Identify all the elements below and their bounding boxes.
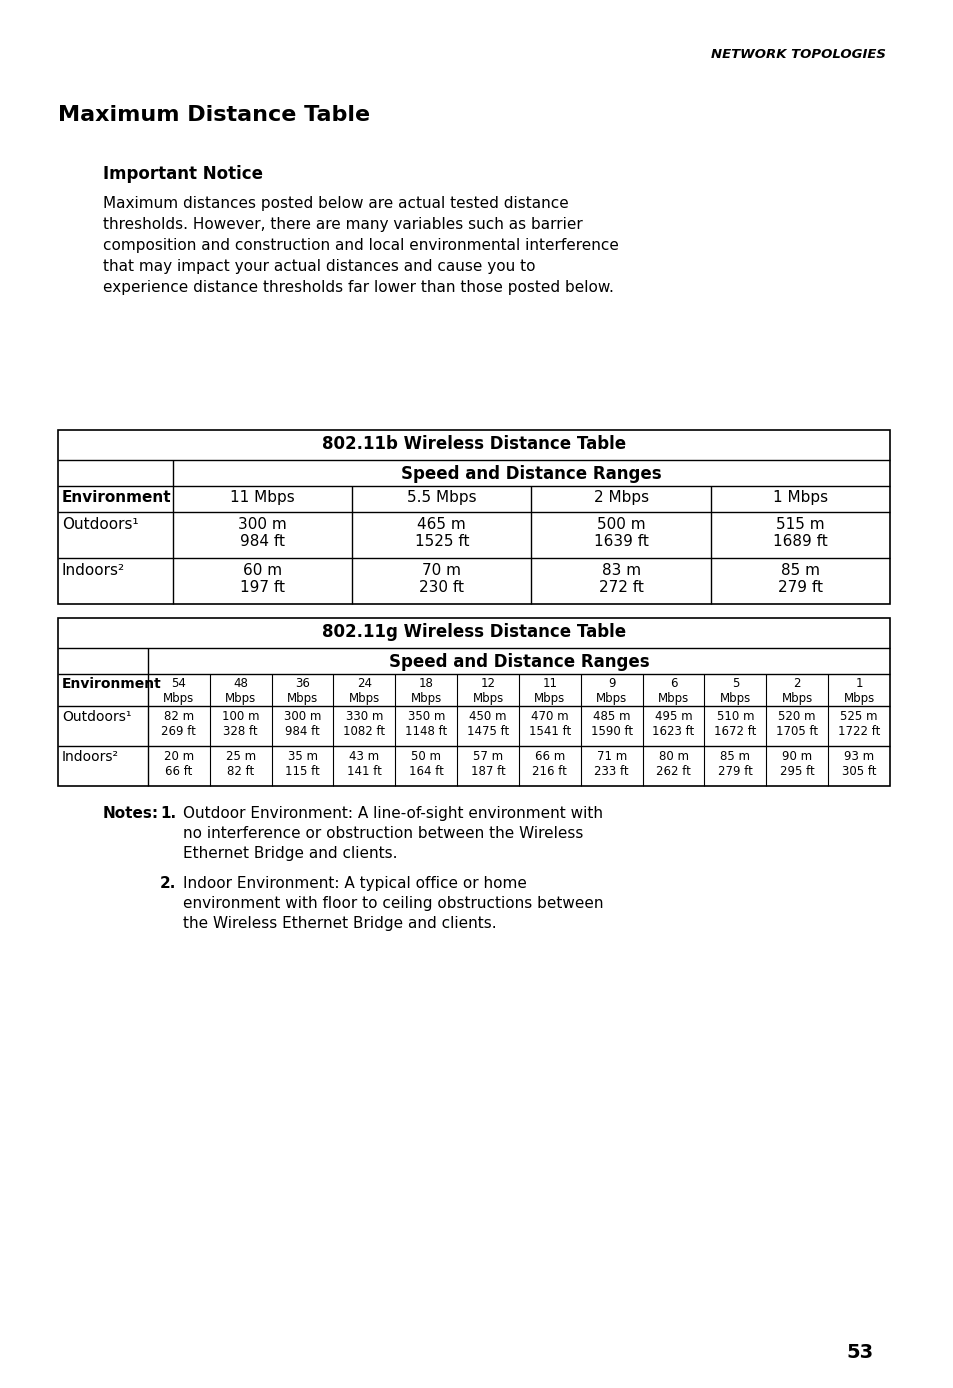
Text: 83 m
272 ft: 83 m 272 ft <box>598 564 643 595</box>
Text: 510 m
1672 ft: 510 m 1672 ft <box>714 711 756 738</box>
Text: 485 m
1590 ft: 485 m 1590 ft <box>590 711 632 738</box>
Text: 330 m
1082 ft: 330 m 1082 ft <box>343 711 385 738</box>
Text: 25 m
82 ft: 25 m 82 ft <box>226 750 255 779</box>
Text: 12
Mbps: 12 Mbps <box>472 677 503 705</box>
Text: 515 m
1689 ft: 515 m 1689 ft <box>772 516 827 550</box>
Text: 85 m
279 ft: 85 m 279 ft <box>718 750 752 779</box>
Text: 85 m
279 ft: 85 m 279 ft <box>777 564 822 595</box>
Text: 70 m
230 ft: 70 m 230 ft <box>419 564 464 595</box>
Text: 802.11b Wireless Distance Table: 802.11b Wireless Distance Table <box>321 434 625 452</box>
Text: Outdoors¹: Outdoors¹ <box>62 711 132 725</box>
Text: 18
Mbps: 18 Mbps <box>410 677 441 705</box>
Text: 11
Mbps: 11 Mbps <box>534 677 565 705</box>
Text: 500 m
1639 ft: 500 m 1639 ft <box>593 516 648 550</box>
Text: 43 m
141 ft: 43 m 141 ft <box>347 750 381 779</box>
Text: 66 m
216 ft: 66 m 216 ft <box>532 750 567 779</box>
Text: Ethernet Bridge and clients.: Ethernet Bridge and clients. <box>183 847 397 861</box>
Text: no interference or obstruction between the Wireless: no interference or obstruction between t… <box>183 826 583 841</box>
Text: Outdoors¹: Outdoors¹ <box>62 516 138 532</box>
Text: 100 m
328 ft: 100 m 328 ft <box>222 711 259 738</box>
Bar <box>58 618 889 786</box>
Text: Maximum Distance Table: Maximum Distance Table <box>58 105 370 125</box>
Text: Notes:: Notes: <box>103 806 159 820</box>
Text: 71 m
233 ft: 71 m 233 ft <box>594 750 628 779</box>
Text: 300 m
984 ft: 300 m 984 ft <box>238 516 287 550</box>
Text: 2.: 2. <box>160 876 176 891</box>
Text: 300 m
984 ft: 300 m 984 ft <box>284 711 321 738</box>
Text: 1 Mbps: 1 Mbps <box>772 490 827 505</box>
Text: Indoor Environment: A typical office or home: Indoor Environment: A typical office or … <box>183 876 526 891</box>
Text: NETWORK TOPOLOGIES: NETWORK TOPOLOGIES <box>710 49 885 61</box>
Text: 2 Mbps: 2 Mbps <box>593 490 648 505</box>
Text: 5.5 Mbps: 5.5 Mbps <box>407 490 476 505</box>
Text: Environment: Environment <box>62 677 162 691</box>
Text: 48
Mbps: 48 Mbps <box>225 677 256 705</box>
Text: 520 m
1705 ft: 520 m 1705 ft <box>776 711 818 738</box>
Text: 9
Mbps: 9 Mbps <box>596 677 627 705</box>
Text: Indoors²: Indoors² <box>62 750 119 763</box>
Text: 60 m
197 ft: 60 m 197 ft <box>240 564 285 595</box>
Text: 465 m
1525 ft: 465 m 1525 ft <box>415 516 469 550</box>
Text: 90 m
295 ft: 90 m 295 ft <box>779 750 814 779</box>
Bar <box>58 430 889 604</box>
Text: 50 m
164 ft: 50 m 164 ft <box>409 750 443 779</box>
Text: 450 m
1475 ft: 450 m 1475 ft <box>466 711 509 738</box>
Text: 57 m
187 ft: 57 m 187 ft <box>470 750 505 779</box>
Text: Maximum distances posted below are actual tested distance: Maximum distances posted below are actua… <box>103 196 568 211</box>
Text: thresholds. However, there are many variables such as barrier: thresholds. However, there are many vari… <box>103 217 582 232</box>
Text: 1
Mbps: 1 Mbps <box>842 677 874 705</box>
Text: 470 m
1541 ft: 470 m 1541 ft <box>528 711 571 738</box>
Text: 5
Mbps: 5 Mbps <box>719 677 750 705</box>
Text: composition and construction and local environmental interference: composition and construction and local e… <box>103 237 618 253</box>
Text: 802.11g Wireless Distance Table: 802.11g Wireless Distance Table <box>321 623 625 641</box>
Text: 24
Mbps: 24 Mbps <box>349 677 379 705</box>
Text: 2
Mbps: 2 Mbps <box>781 677 812 705</box>
Text: 11 Mbps: 11 Mbps <box>230 490 294 505</box>
Text: environment with floor to ceiling obstructions between: environment with floor to ceiling obstru… <box>183 897 603 911</box>
Text: 54
Mbps: 54 Mbps <box>163 677 194 705</box>
Text: Speed and Distance Ranges: Speed and Distance Ranges <box>401 465 661 483</box>
Text: 20 m
66 ft: 20 m 66 ft <box>164 750 193 779</box>
Text: Speed and Distance Ranges: Speed and Distance Ranges <box>388 652 649 670</box>
Text: 82 m
269 ft: 82 m 269 ft <box>161 711 196 738</box>
Text: 93 m
305 ft: 93 m 305 ft <box>841 750 876 779</box>
Text: 1.: 1. <box>160 806 176 820</box>
Text: that may impact your actual distances and cause you to: that may impact your actual distances an… <box>103 260 535 273</box>
Text: Environment: Environment <box>62 490 172 505</box>
Text: 36
Mbps: 36 Mbps <box>287 677 318 705</box>
Text: the Wireless Ethernet Bridge and clients.: the Wireless Ethernet Bridge and clients… <box>183 916 497 931</box>
Text: Indoors²: Indoors² <box>62 564 125 577</box>
Text: 35 m
115 ft: 35 m 115 ft <box>285 750 319 779</box>
Text: 495 m
1623 ft: 495 m 1623 ft <box>652 711 694 738</box>
Text: 53: 53 <box>845 1344 873 1362</box>
Text: 6
Mbps: 6 Mbps <box>658 677 688 705</box>
Text: Outdoor Environment: A line-of-sight environment with: Outdoor Environment: A line-of-sight env… <box>183 806 602 820</box>
Text: Important Notice: Important Notice <box>103 165 263 183</box>
Text: 350 m
1148 ft: 350 m 1148 ft <box>405 711 447 738</box>
Text: 80 m
262 ft: 80 m 262 ft <box>656 750 690 779</box>
Text: 525 m
1722 ft: 525 m 1722 ft <box>837 711 880 738</box>
Text: experience distance thresholds far lower than those posted below.: experience distance thresholds far lower… <box>103 280 613 296</box>
